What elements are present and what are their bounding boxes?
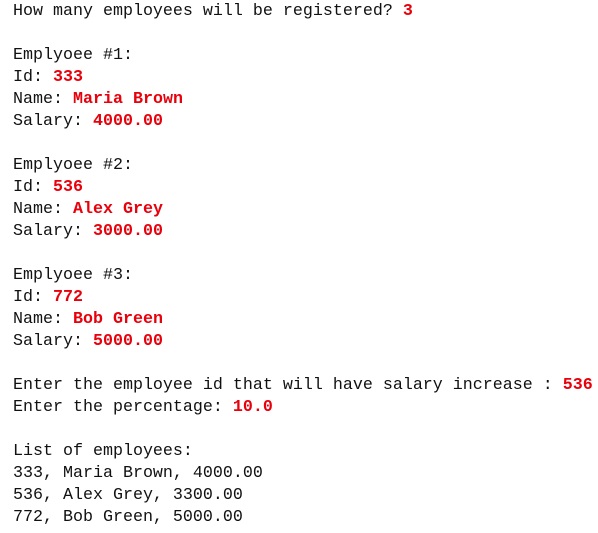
- console-line: Id: 772: [13, 287, 598, 309]
- console-line: Enter the percentage: 10.0: [13, 397, 598, 419]
- prompt-text: Name:: [13, 200, 73, 219]
- console-line: 772, Bob Green, 5000.00: [13, 507, 598, 529]
- console-line: Id: 333: [13, 67, 598, 89]
- user-input: Alex Grey: [72, 200, 163, 219]
- console-line: Salary: 3000.00: [13, 221, 598, 243]
- console-line: Emplyoee #1:: [13, 45, 598, 67]
- console-line: Enter the employee id that will have sal…: [13, 375, 598, 397]
- prompt-text: Emplyoee #2:: [13, 156, 133, 175]
- prompt-text: Id:: [13, 68, 53, 87]
- console-line: Name: Maria Brown: [13, 89, 598, 111]
- prompt-text: Name:: [13, 310, 73, 329]
- prompt-text: Id:: [13, 288, 53, 307]
- console-line: 536, Alex Grey, 3300.00: [13, 485, 598, 507]
- prompt-text: Salary:: [13, 332, 93, 351]
- output-block: Emplyoee #3: Id: 772 Name: Bob Green Salary…: [13, 265, 598, 353]
- user-input: 4000.00: [92, 112, 163, 131]
- console-line: Name: Bob Green: [13, 309, 598, 331]
- prompt-text: 772, Bob Green, 5000.00: [13, 508, 243, 527]
- prompt-text: Id:: [13, 178, 53, 197]
- output-block: Enter the employee id that will have sal…: [13, 375, 598, 419]
- output-block: How many employees will be registered? 3: [13, 1, 598, 23]
- prompt-text: 536, Alex Grey, 3300.00: [13, 486, 243, 505]
- console-line: Salary: 4000.00: [13, 111, 598, 133]
- console-line: Id: 536: [13, 177, 598, 199]
- user-input: 3: [402, 2, 413, 21]
- prompt-text: Name:: [13, 90, 73, 109]
- user-input: 772: [52, 288, 83, 307]
- user-input: 10.0: [232, 398, 273, 417]
- user-input: 536: [52, 178, 83, 197]
- console-line: Salary: 5000.00: [13, 331, 598, 353]
- console-line: 333, Maria Brown, 4000.00: [13, 463, 598, 485]
- prompt-text: Enter the percentage:: [13, 398, 233, 417]
- output-block: List of employees: 333, Maria Brown, 4000…: [13, 441, 598, 529]
- user-input: Maria Brown: [72, 90, 183, 109]
- console-line: How many employees will be registered? 3: [13, 1, 598, 23]
- prompt-text: List of employees:: [13, 442, 193, 461]
- prompt-text: Emplyoee #3:: [13, 266, 133, 285]
- console-line: Emplyoee #2:: [13, 155, 598, 177]
- prompt-text: Salary:: [13, 112, 93, 131]
- console-line: Emplyoee #3:: [13, 265, 598, 287]
- output-block: Emplyoee #2: Id: 536 Name: Alex Grey Salary…: [13, 155, 598, 243]
- user-input: 333: [52, 68, 83, 87]
- prompt-text: Enter the employee id that will have sal…: [13, 376, 563, 395]
- prompt-text: How many employees will be registered?: [13, 2, 403, 21]
- prompt-text: Salary:: [13, 222, 93, 241]
- prompt-text: 333, Maria Brown, 4000.00: [13, 464, 263, 483]
- user-input: 5000.00: [92, 332, 163, 351]
- output-block: Emplyoee #1: Id: 333 Name: Maria Brown Sala…: [13, 45, 598, 133]
- console-line: List of employees:: [13, 441, 598, 463]
- prompt-text: Emplyoee #1:: [13, 46, 133, 65]
- user-input: 3000.00: [92, 222, 163, 241]
- user-input: Bob Green: [72, 310, 163, 329]
- user-input: 536: [562, 376, 593, 395]
- console-line: Name: Alex Grey: [13, 199, 598, 221]
